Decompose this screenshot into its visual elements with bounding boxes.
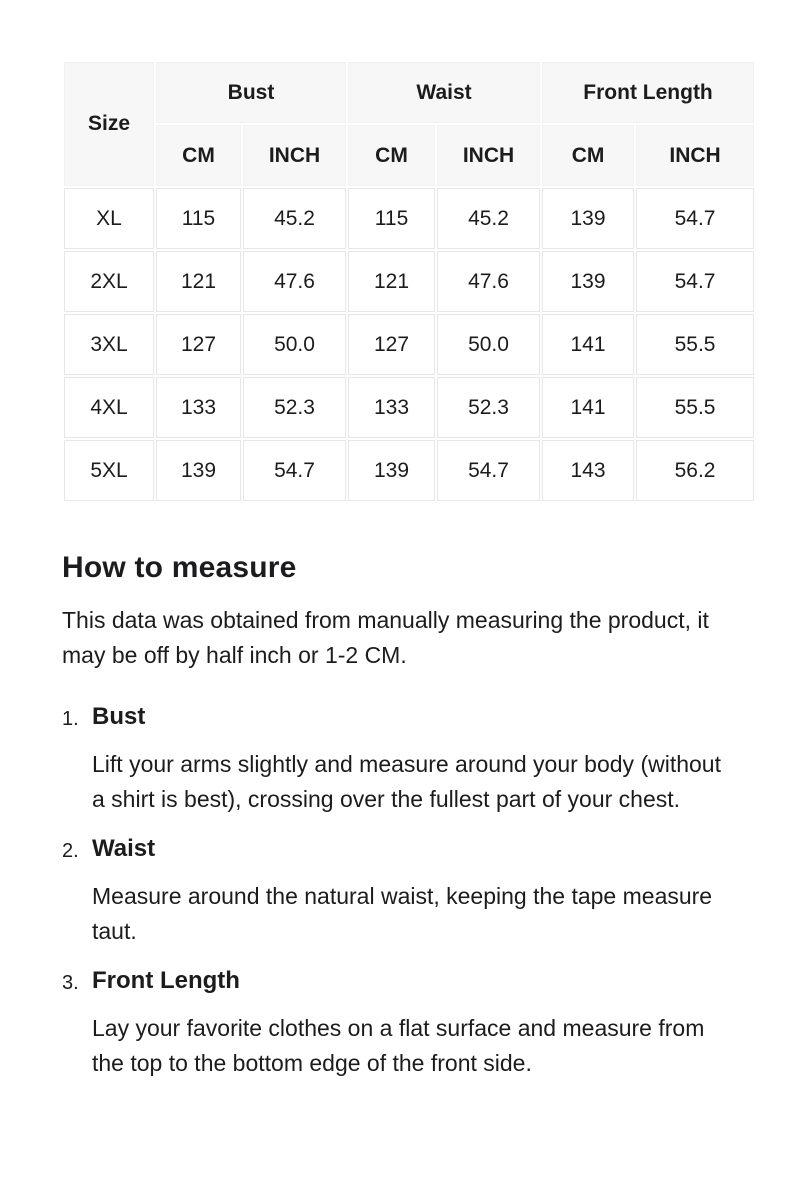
measure-step: 3. Front Length Lay your favorite clothe… [62, 965, 740, 1081]
cell-waist-inch: 47.6 [437, 251, 541, 312]
how-to-measure-intro: This data was obtained from manually mea… [62, 607, 709, 668]
cell-front-length-inch: 54.7 [636, 188, 755, 249]
cell-front-length-cm: 141 [542, 377, 635, 438]
how-to-measure-title: How to measure [62, 551, 297, 584]
cell-front-length-inch: 56.2 [636, 440, 755, 501]
cell-bust-inch: 45.2 [243, 188, 347, 249]
cell-size: 5XL [64, 440, 154, 501]
cell-size: XL [64, 188, 154, 249]
cell-bust-cm: 115 [156, 188, 241, 249]
subheader-front-length-cm: CM [542, 125, 635, 186]
measure-step: 1. Bust Lift your arms slightly and meas… [62, 701, 740, 817]
step-description: Lay your favorite clothes on a flat surf… [92, 1015, 705, 1076]
cell-front-length-cm: 139 [542, 251, 635, 312]
cell-waist-cm: 121 [348, 251, 436, 312]
subheader-waist-cm: CM [348, 125, 436, 186]
cell-front-length-cm: 141 [542, 314, 635, 375]
subheader-bust-inch: INCH [243, 125, 347, 186]
measure-steps-list: 1. Bust Lift your arms slightly and meas… [62, 701, 740, 1081]
cell-bust-inch: 52.3 [243, 377, 347, 438]
step-number: 1. [62, 708, 79, 730]
cell-front-length-inch: 54.7 [636, 251, 755, 312]
step-label: Front Length [92, 967, 240, 994]
size-chart-row: 4XL 133 52.3 133 52.3 141 55.5 [64, 377, 755, 438]
column-header-front-length: Front Length [542, 62, 755, 123]
step-label: Waist [92, 835, 156, 862]
cell-bust-cm: 139 [156, 440, 241, 501]
size-chart-row: XL 115 45.2 115 45.2 139 54.7 [64, 188, 755, 249]
cell-front-length-cm: 139 [542, 188, 635, 249]
subheader-front-length-inch: INCH [636, 125, 755, 186]
cell-waist-cm: 133 [348, 377, 436, 438]
cell-bust-inch: 47.6 [243, 251, 347, 312]
cell-bust-cm: 133 [156, 377, 241, 438]
step-description: Measure around the natural waist, keepin… [92, 883, 713, 944]
cell-bust-inch: 54.7 [243, 440, 347, 501]
size-chart-row: 3XL 127 50.0 127 50.0 141 55.5 [64, 314, 755, 375]
column-header-size: Size [64, 62, 154, 186]
step-number: 3. [62, 972, 79, 994]
column-header-waist: Waist [348, 62, 541, 123]
size-chart-row: 2XL 121 47.6 121 47.6 139 54.7 [64, 251, 755, 312]
step-description: Lift your arms slightly and measure arou… [92, 751, 721, 812]
cell-bust-inch: 50.0 [243, 314, 347, 375]
cell-size: 3XL [64, 314, 154, 375]
measure-step: 2. Waist Measure around the natural wais… [62, 833, 740, 949]
cell-waist-inch: 45.2 [437, 188, 541, 249]
cell-bust-cm: 121 [156, 251, 241, 312]
column-header-bust: Bust [156, 62, 347, 123]
cell-waist-inch: 52.3 [437, 377, 541, 438]
cell-bust-cm: 127 [156, 314, 241, 375]
subheader-waist-inch: INCH [437, 125, 541, 186]
size-chart-header: Size Bust Waist Front Length CM INCH CM … [64, 62, 755, 186]
cell-waist-cm: 115 [348, 188, 436, 249]
cell-front-length-inch: 55.5 [636, 314, 755, 375]
cell-size: 4XL [64, 377, 154, 438]
cell-front-length-inch: 55.5 [636, 377, 755, 438]
step-number: 2. [62, 840, 79, 862]
size-chart-body: XL 115 45.2 115 45.2 139 54.7 2XL 121 47… [64, 188, 755, 501]
size-chart-row: 5XL 139 54.7 139 54.7 143 56.2 [64, 440, 755, 501]
cell-waist-cm: 127 [348, 314, 436, 375]
size-chart-table: Size Bust Waist Front Length CM INCH CM … [62, 60, 756, 503]
cell-front-length-cm: 143 [542, 440, 635, 501]
cell-waist-cm: 139 [348, 440, 436, 501]
cell-size: 2XL [64, 251, 154, 312]
step-label: Bust [92, 703, 146, 730]
subheader-bust-cm: CM [156, 125, 241, 186]
cell-waist-inch: 54.7 [437, 440, 541, 501]
cell-waist-inch: 50.0 [437, 314, 541, 375]
